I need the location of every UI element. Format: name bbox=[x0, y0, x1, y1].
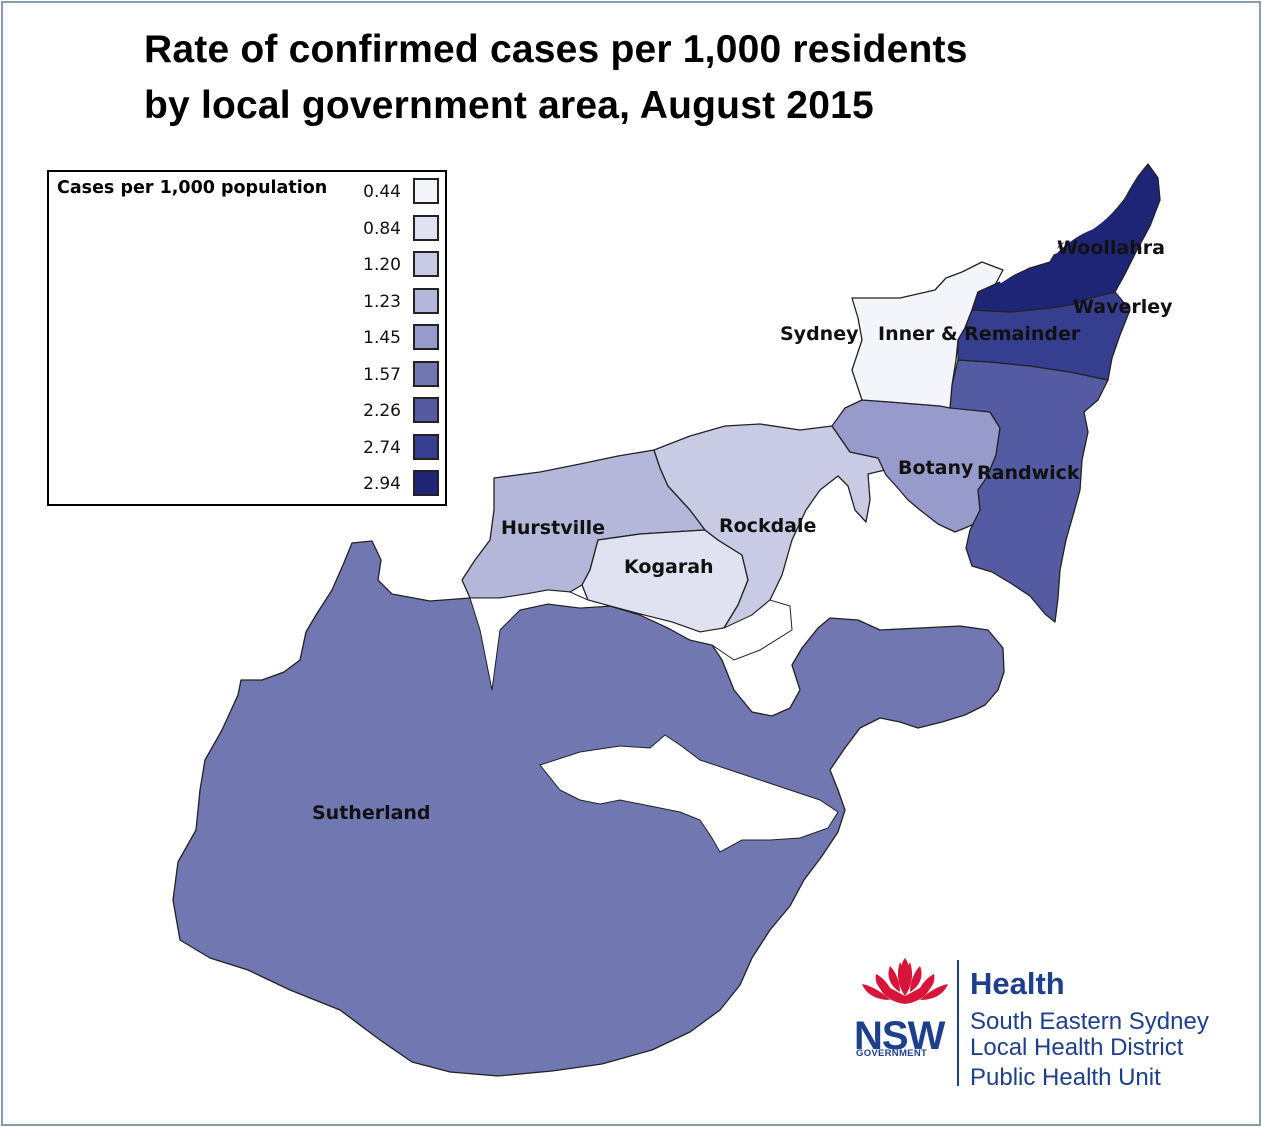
legend-value: 1.45 bbox=[363, 328, 401, 348]
label-inner-remainder: Inner & Remainder bbox=[878, 323, 1081, 345]
title-line-1: Rate of confirmed cases per 1,000 reside… bbox=[144, 28, 968, 71]
legend-swatch bbox=[413, 433, 439, 460]
legend-value: 1.20 bbox=[363, 255, 401, 275]
nsw-health-logo: NSW GOVERNMENT Health South Eastern Sydn… bbox=[846, 952, 1246, 1097]
legend-item: 1.57 bbox=[349, 360, 439, 391]
legend-item: 2.74 bbox=[349, 433, 439, 464]
harbour-inlet-woollahra bbox=[999, 169, 1142, 284]
legend: Cases per 1,000 population 0.44 0.84 1.20 1… bbox=[47, 170, 447, 506]
legend-item: 0.44 bbox=[349, 178, 439, 208]
health-line-3: Public Health Unit bbox=[970, 1064, 1161, 1091]
legend-swatch bbox=[413, 324, 439, 350]
label-sutherland: Sutherland bbox=[312, 802, 431, 824]
georges-river-water bbox=[469, 589, 793, 691]
label-botany: Botany bbox=[898, 457, 974, 479]
label-sydney: Sydney bbox=[780, 323, 859, 345]
legend-swatch bbox=[413, 214, 439, 241]
title-line-2: by local government area, August 2015 bbox=[144, 84, 874, 127]
legend-value: 2.74 bbox=[363, 437, 401, 458]
health-title: Health bbox=[970, 966, 1065, 1001]
label-rockdale: Rockdale bbox=[719, 515, 816, 537]
legend-item: 1.45 bbox=[349, 324, 439, 354]
label-woollahra: Woollahra bbox=[1057, 237, 1165, 259]
label-randwick: Randwick bbox=[977, 462, 1080, 484]
region-randwick bbox=[949, 359, 1109, 623]
legend-value: 1.23 bbox=[363, 291, 401, 312]
legend-item: 2.26 bbox=[349, 397, 439, 427]
legend-swatch bbox=[413, 251, 439, 277]
legend-swatch bbox=[413, 287, 439, 314]
map-title: Rate of confirmed cases per 1,000 reside… bbox=[144, 22, 968, 134]
legend-title: Cases per 1,000 population bbox=[57, 178, 328, 198]
legend-value: 2.26 bbox=[363, 401, 401, 421]
legend-value: 0.84 bbox=[363, 218, 401, 239]
nsw-wordmark: NSW bbox=[854, 1014, 945, 1058]
legend-swatch bbox=[413, 470, 439, 496]
legend-value: 0.44 bbox=[363, 182, 401, 202]
port-hacking-water bbox=[539, 734, 839, 853]
legend-swatch bbox=[413, 397, 439, 423]
health-line-1: South Eastern Sydney bbox=[970, 1008, 1209, 1035]
label-waverley: Waverley bbox=[1073, 296, 1173, 318]
government-wordmark: GOVERNMENT bbox=[856, 1048, 928, 1059]
health-line-2: Local Health District bbox=[970, 1034, 1184, 1061]
logo-divider bbox=[957, 960, 959, 1086]
legend-item: 0.84 bbox=[349, 214, 439, 245]
label-kogarah: Kogarah bbox=[624, 556, 714, 578]
label-hurstville: Hurstville bbox=[501, 517, 605, 539]
legend-item: 1.23 bbox=[349, 287, 439, 318]
legend-swatch bbox=[413, 360, 439, 387]
legend-item: 2.94 bbox=[349, 470, 439, 500]
legend-value: 2.94 bbox=[363, 474, 401, 494]
legend-value: 1.57 bbox=[363, 364, 401, 385]
legend-item: 1.20 bbox=[349, 251, 439, 281]
legend-swatch bbox=[413, 178, 439, 204]
waratah-icon bbox=[862, 958, 948, 1004]
